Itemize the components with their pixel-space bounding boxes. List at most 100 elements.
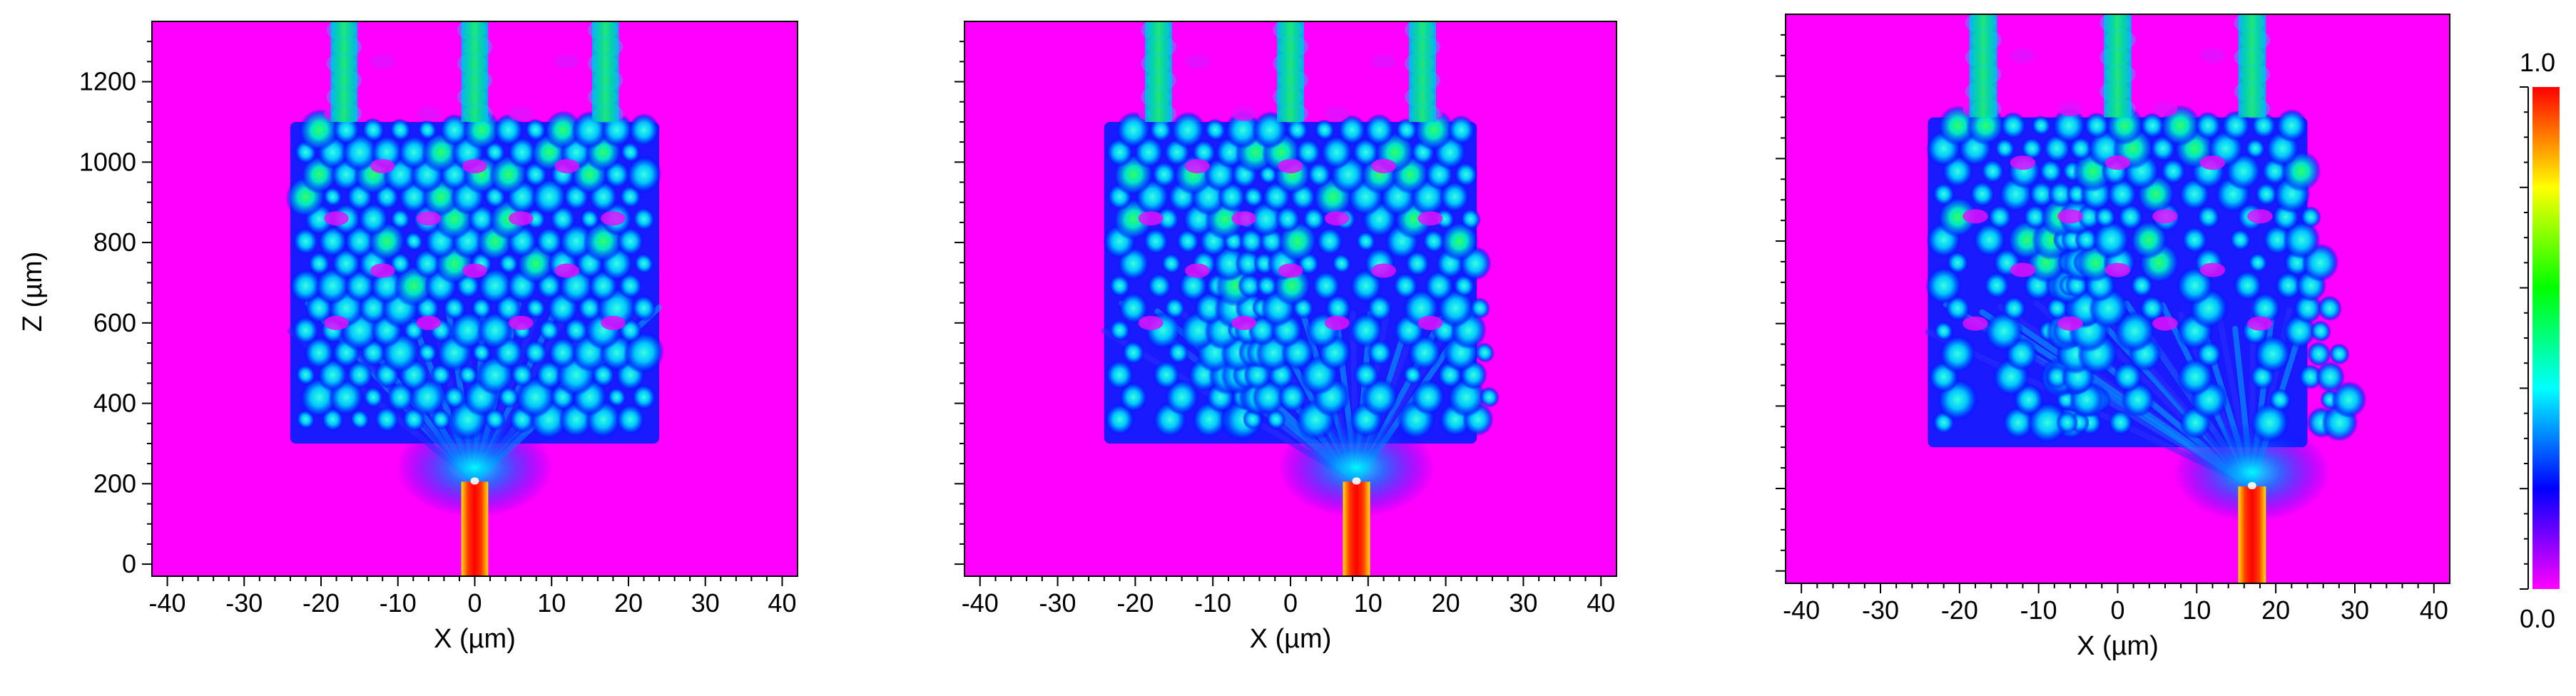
interference-spot	[1393, 272, 1418, 300]
interference-node	[2010, 155, 2036, 170]
output-mode-ripple	[1141, 86, 1171, 107]
x-tick-label: -30	[1039, 588, 1076, 618]
output-mode-ripple	[1141, 21, 1171, 40]
interference-node	[1962, 209, 1988, 224]
interference-node	[601, 211, 626, 226]
interference-spot	[1167, 341, 1189, 364]
interference-spot	[1302, 207, 1325, 231]
output-waveguide	[1965, 14, 2002, 119]
interference-spot	[607, 387, 626, 407]
interference-node	[324, 211, 349, 226]
interference-spot	[535, 360, 563, 390]
x-tick-label: -40	[1783, 595, 1820, 625]
interference-spot	[1402, 364, 1422, 385]
interference-spot	[631, 295, 656, 322]
interference-spot	[346, 360, 373, 389]
interference-spot	[1106, 359, 1134, 390]
x-tick-label: -30	[225, 588, 263, 618]
interference-spot	[1149, 118, 1173, 143]
interference-spot	[1440, 180, 1470, 213]
interference-spot	[618, 272, 643, 299]
interference-node	[416, 211, 442, 226]
y-tick-label: 800	[93, 227, 136, 257]
interference-spot	[524, 118, 546, 142]
output-waveguide-core	[591, 21, 619, 122]
output-waveguide	[1273, 21, 1308, 124]
interference-spot	[2283, 220, 2321, 260]
interference-spot	[2250, 402, 2290, 443]
interference-spot	[1161, 252, 1181, 275]
output-mode-ripple	[1970, 98, 2002, 119]
interference-node	[1185, 263, 1210, 278]
output-mode-ripple	[1273, 86, 1303, 107]
interference-spot	[1224, 111, 1261, 149]
interference-spot	[307, 252, 331, 276]
interference-spot	[2047, 180, 2074, 208]
interference-spot	[404, 231, 424, 252]
input-waveguide	[1343, 481, 1370, 576]
output-mode-ripple	[1965, 47, 1996, 68]
y-tick-label: 1200	[79, 67, 136, 96]
interference-spot	[2092, 220, 2130, 260]
interference-pattern	[1925, 105, 2367, 444]
interference-spot	[1235, 250, 1262, 278]
interference-spot	[1367, 339, 1393, 366]
output-mode-ripple	[1970, 30, 2002, 51]
interference-spot	[2029, 180, 2055, 208]
x-tick-label: 20	[614, 588, 643, 618]
interference-node	[2199, 48, 2226, 63]
interference-spot	[2031, 115, 2051, 136]
interference-spot	[2000, 111, 2027, 140]
interference-spot	[2094, 205, 2116, 228]
interference-spot	[1116, 111, 1151, 148]
interference-spot	[1212, 245, 1247, 282]
interference-spot	[1946, 251, 1969, 275]
interference-spot	[2113, 362, 2142, 392]
output-waveguide-core	[330, 21, 358, 122]
input-waveguide-tip	[1352, 477, 1361, 485]
interference-node	[2152, 102, 2178, 116]
interference-spot	[2182, 226, 2208, 254]
interference-spot	[1934, 321, 1954, 342]
interference-node	[1324, 315, 1350, 330]
interference-spot	[1405, 250, 1430, 277]
interference-spot	[1238, 273, 1262, 299]
x-tick-label: -10	[380, 588, 417, 618]
interference-spot	[2300, 206, 2321, 228]
interference-node	[1278, 158, 1303, 173]
interference-spot	[1972, 222, 2006, 257]
interference-spot	[350, 409, 370, 430]
output-waveguide	[1141, 21, 1176, 124]
interference-spot	[2108, 409, 2133, 436]
interference-spot	[1454, 162, 1478, 188]
interference-spot	[2250, 292, 2281, 324]
interference-spot	[1307, 161, 1332, 188]
interference-spot	[1939, 334, 1976, 373]
interference-node	[2152, 316, 2178, 331]
output-mode-ripple	[593, 103, 623, 124]
output-mode-ripple	[457, 86, 487, 107]
interference-spot	[2177, 357, 2214, 396]
interference-spot	[1204, 118, 1226, 142]
interference-node	[1231, 315, 1257, 330]
interference-spot	[1121, 340, 1145, 365]
interference-node	[1962, 316, 1988, 331]
output-waveguide-core	[1144, 21, 1173, 122]
interference-node	[2152, 209, 2178, 224]
interference-spot	[1191, 139, 1216, 165]
interference-spot	[1109, 275, 1131, 297]
interference-node	[2199, 155, 2226, 170]
output-mode-ripple	[1273, 21, 1303, 40]
x-tick-label: 10	[2182, 595, 2211, 625]
output-mode-ripple	[2105, 64, 2136, 85]
output-mode-ripple	[462, 103, 493, 124]
output-waveguide	[2099, 14, 2136, 119]
interference-spot	[1325, 294, 1352, 322]
interference-spot	[322, 186, 342, 207]
interference-node	[554, 263, 580, 278]
interference-spot	[1475, 342, 1495, 363]
output-mode-ripple	[2099, 81, 2130, 102]
colorbar-max-label: 1.0	[2520, 48, 2555, 77]
interference-spot	[535, 226, 563, 256]
